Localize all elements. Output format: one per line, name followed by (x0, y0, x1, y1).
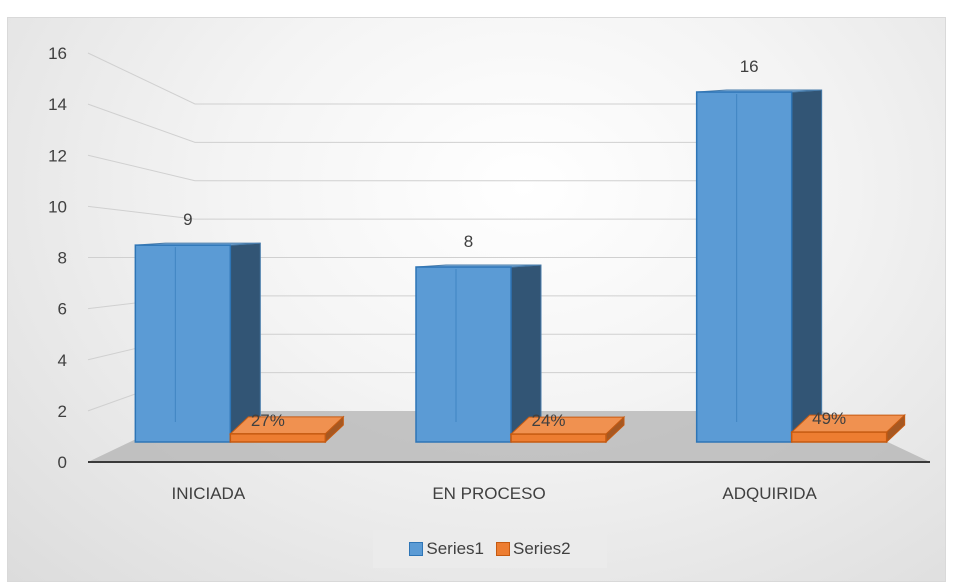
data-label: 24% (531, 411, 565, 430)
y-tick-label: 6 (58, 300, 67, 319)
bar (511, 434, 606, 442)
data-label: 27% (251, 411, 285, 430)
data-label: 8 (464, 232, 473, 251)
category-label: INICIADA (171, 484, 245, 503)
data-label: 16 (740, 57, 759, 76)
legend-item-series2: Series2 (496, 539, 571, 559)
bar (135, 245, 230, 442)
bar (230, 434, 325, 442)
y-tick-label: 4 (58, 351, 67, 370)
bar-top (230, 417, 343, 434)
legend: Series1 Series2 (373, 530, 607, 568)
legend-label-series2: Series2 (513, 539, 571, 559)
bar (792, 432, 887, 442)
bar-top (511, 417, 624, 434)
legend-label-series1: Series1 (426, 539, 484, 559)
legend-item-series1: Series1 (409, 539, 484, 559)
category-label: EN PROCESO (432, 484, 545, 503)
legend-swatch-series2 (496, 542, 510, 556)
y-tick-label: 10 (48, 197, 67, 216)
y-tick-label: 8 (58, 249, 67, 268)
bar-top (792, 415, 905, 432)
y-tick-label: 14 (48, 95, 67, 114)
data-label: 9 (183, 210, 192, 229)
legend-swatch-series1 (409, 542, 423, 556)
y-tick-label: 12 (48, 146, 67, 165)
y-tick-label: 16 (48, 44, 67, 63)
bar (697, 92, 792, 442)
y-tick-label: 0 (58, 453, 67, 472)
data-label: 49% (812, 409, 846, 428)
bar-side (792, 90, 822, 442)
bar (416, 267, 511, 442)
y-tick-label: 2 (58, 402, 67, 421)
category-label: ADQUIRIDA (722, 484, 817, 503)
